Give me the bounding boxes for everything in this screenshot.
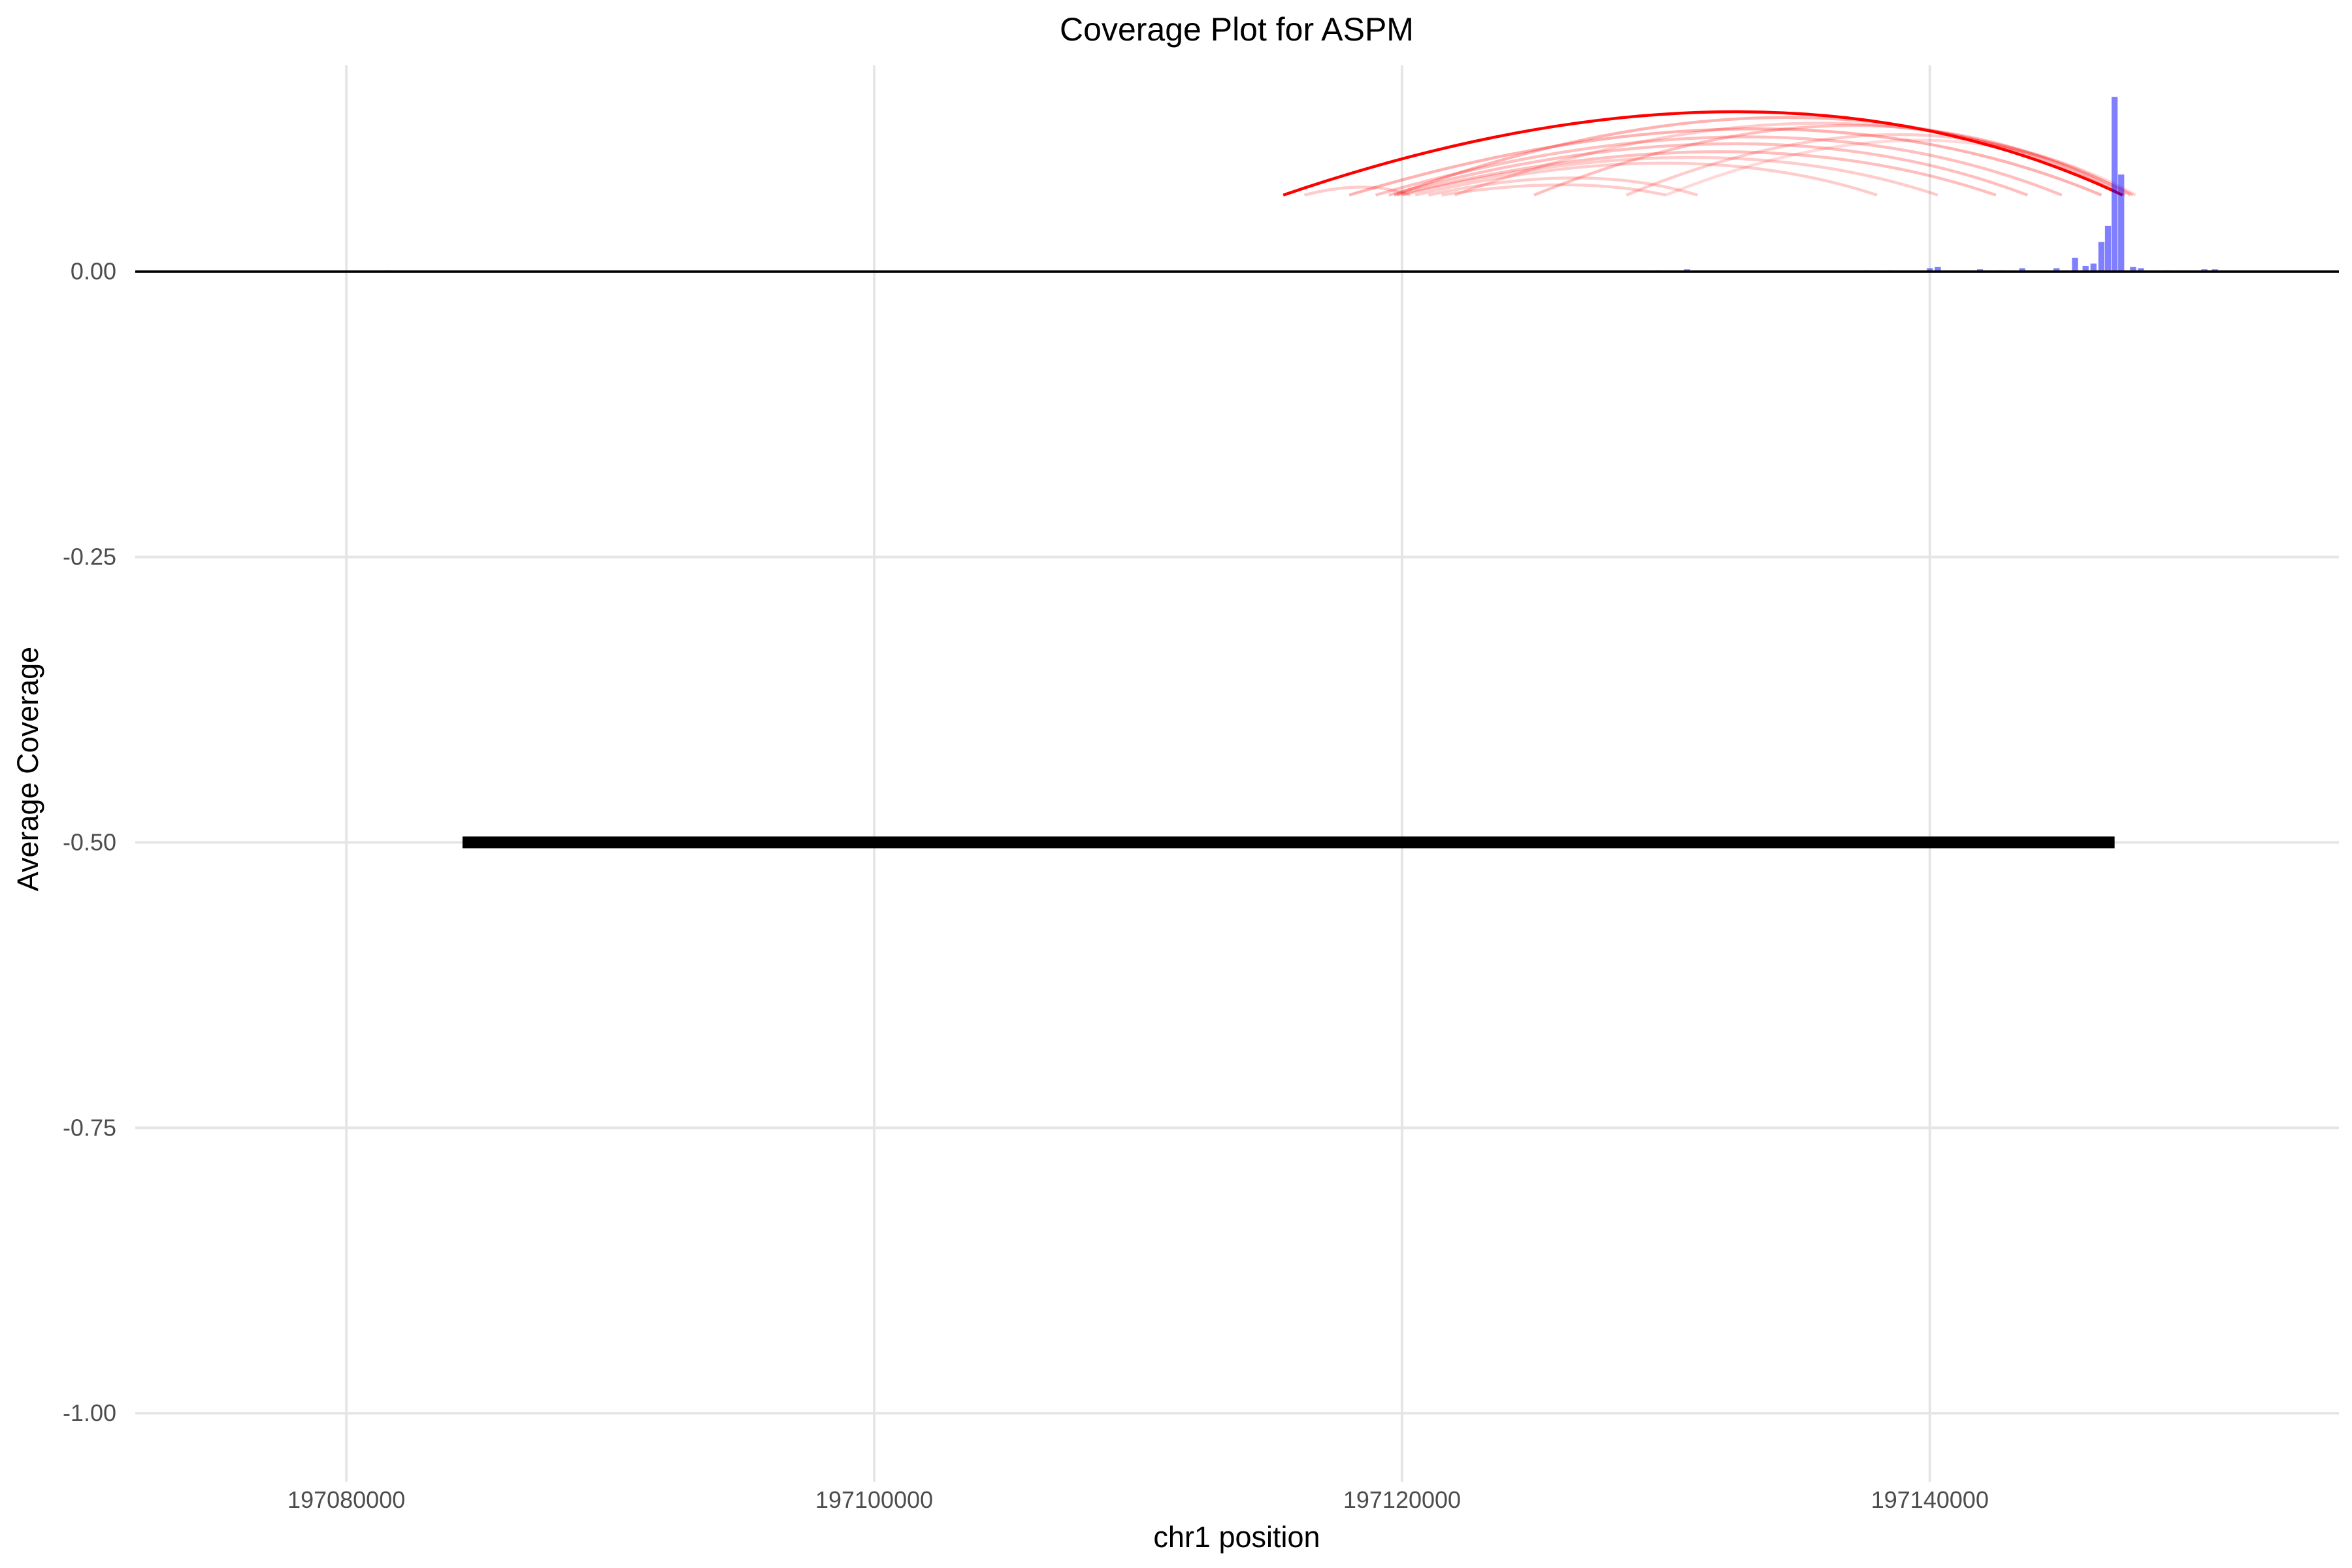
coverage-bar (2072, 257, 2078, 272)
junction-arc (1401, 155, 1938, 197)
chart-title: Coverage Plot for ASPM (1060, 11, 1414, 48)
coverage-bar (2098, 242, 2105, 272)
x-tick-labels: 197080000 197100000 197120000 197140000 (287, 1486, 1989, 1513)
junction-arc (1625, 133, 2131, 197)
x-tick-label: 197080000 (287, 1486, 405, 1513)
junction-arc (1348, 127, 2102, 197)
junction-arc (1282, 110, 2123, 197)
coverage-bar (2138, 268, 2144, 272)
coverage-bar (2104, 225, 2112, 272)
junction-arc (1414, 161, 1878, 197)
x-tick-label: 197140000 (1871, 1486, 1989, 1513)
junction-arc (1441, 183, 1667, 197)
coverage-bar (2019, 268, 2025, 272)
y-tick-label: -0.50 (63, 828, 116, 855)
coverage-bar (2118, 174, 2125, 272)
junction-arc (1665, 139, 2137, 197)
y-tick-label: -0.75 (63, 1114, 116, 1141)
coverage-bar (1935, 267, 1941, 272)
coverage-bars (385, 97, 2218, 272)
coverage-bar (2111, 97, 2118, 272)
junction-arc (1303, 186, 1411, 197)
junction-arcs (1282, 110, 2137, 197)
junction-arc (1428, 176, 1699, 197)
junction-arc (1388, 142, 2029, 197)
coverage-bar (2082, 265, 2089, 272)
grid-lines (135, 65, 2339, 1482)
junction-arc (1396, 150, 1997, 197)
y-tick-label: 0.00 (71, 258, 116, 285)
junction-arc (1394, 116, 2123, 197)
junction-arc (1375, 135, 2063, 197)
junction-arc (1454, 122, 2134, 197)
y-tick-label: -1.00 (63, 1399, 116, 1426)
junction-arc (1533, 123, 2126, 197)
x-axis-title: chr1 position (1153, 1520, 1320, 1554)
y-tick-labels: 0.00 -0.25 -0.50 -0.75 -1.00 (63, 258, 116, 1426)
x-tick-label: 197120000 (1343, 1486, 1461, 1513)
coverage-bar (1927, 268, 1933, 272)
coverage-bar (2053, 268, 2060, 272)
y-tick-label: -0.25 (63, 544, 116, 570)
y-axis-title: Average Coverage (11, 647, 44, 891)
coverage-bar (2090, 263, 2097, 272)
x-tick-label: 197100000 (815, 1486, 933, 1513)
coverage-bar (2130, 267, 2136, 272)
